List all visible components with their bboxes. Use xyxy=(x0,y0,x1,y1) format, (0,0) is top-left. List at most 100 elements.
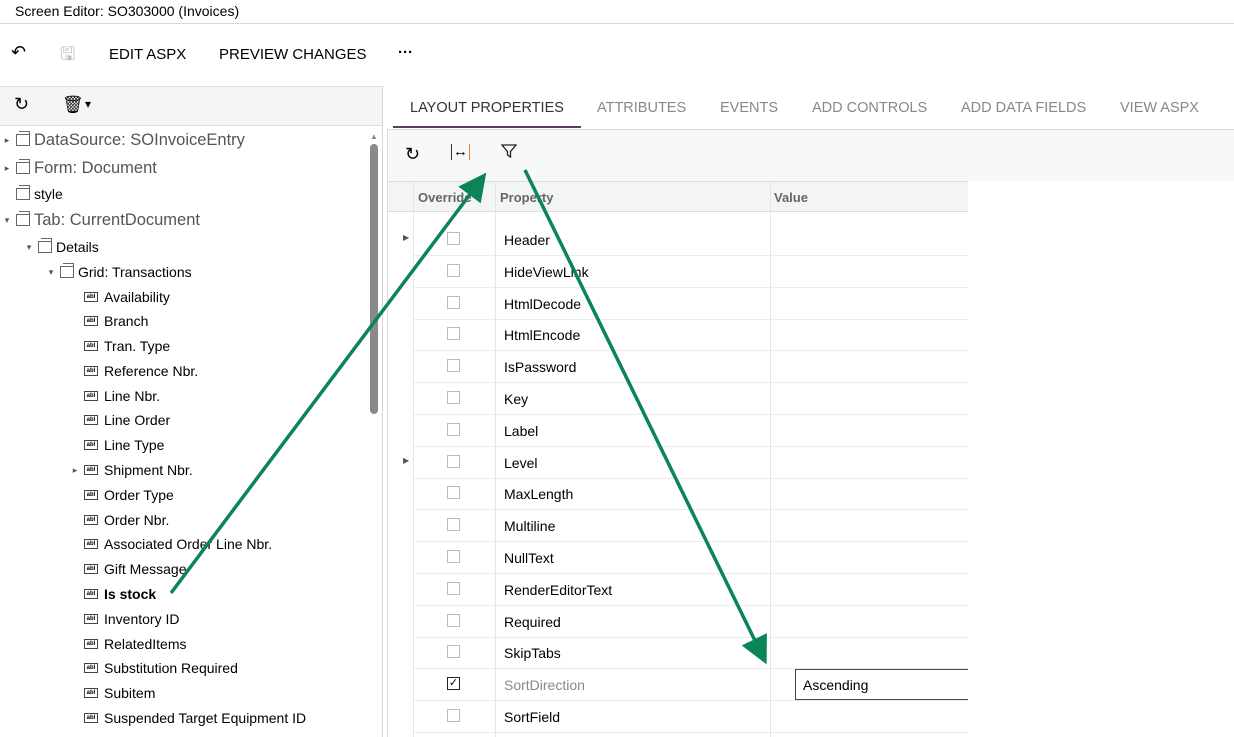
container-icon xyxy=(16,211,30,226)
override-checkbox[interactable] xyxy=(447,232,460,245)
tree-item[interactable]: abl RelatedItems xyxy=(70,632,186,656)
tree-scrollbar[interactable] xyxy=(370,144,378,414)
expand-toggle-icon[interactable]: ▾ xyxy=(4,214,10,225)
field-icon: abl xyxy=(84,366,98,376)
delete-dropdown-icon[interactable]: ▾ xyxy=(85,97,92,111)
grid-row[interactable]: Required xyxy=(413,606,968,638)
property-name: SortDirection xyxy=(504,677,585,694)
override-checkbox[interactable] xyxy=(447,518,460,532)
save-icon[interactable]: 🖫 xyxy=(60,44,76,64)
override-checkbox[interactable] xyxy=(447,295,460,309)
override-checkbox[interactable] xyxy=(447,327,460,341)
expand-toggle-icon[interactable]: ▾ xyxy=(48,266,54,277)
grid-row[interactable]: HtmlEncode xyxy=(413,319,968,352)
tree-item[interactable]: abl Line Nbr. xyxy=(70,384,160,408)
grid-row[interactable]: Multiline xyxy=(413,510,968,543)
tree-item-label: Shipment Nbr. xyxy=(104,462,193,478)
tree-item[interactable]: abl Line Order xyxy=(70,408,170,432)
tab-add-data-fields[interactable]: ADD DATA FIELDS xyxy=(961,100,1087,116)
column-header-value[interactable]: Value xyxy=(774,190,808,205)
override-checkbox[interactable] xyxy=(447,709,460,722)
tree-item[interactable]: ▸ Form: Document xyxy=(2,156,157,180)
more-button[interactable]: ··· xyxy=(398,44,413,61)
tab-attributes[interactable]: ATTRIBUTES xyxy=(597,100,687,116)
field-icon: abl xyxy=(84,292,98,302)
grid-row[interactable]: HtmlDecode xyxy=(413,288,968,320)
tree-toolbar: ↻ 🗑 ▾ xyxy=(0,86,382,126)
tree-item[interactable]: abl Subitem xyxy=(70,681,155,705)
tree-item[interactable]: abl Availability xyxy=(70,285,170,309)
grid-row[interactable]: ▶ Header xyxy=(403,224,968,256)
override-checkbox[interactable] xyxy=(447,263,460,277)
value-select[interactable]: Ascending⌄ xyxy=(795,669,968,701)
scroll-up-icon[interactable]: ▲ xyxy=(370,132,378,141)
override-checkbox[interactable] xyxy=(447,391,460,404)
filter-icon[interactable] xyxy=(500,143,518,164)
undo-icon[interactable]: ↶ xyxy=(11,42,27,62)
field-icon: abl xyxy=(84,589,98,599)
grid-row[interactable]: Label xyxy=(413,415,968,447)
tree-item[interactable]: abl Order Type xyxy=(70,483,174,507)
grid-row[interactable]: SkipTabs xyxy=(413,637,968,670)
tree-item[interactable]: abl Line Type xyxy=(70,433,164,457)
grid-row[interactable]: RenderEditorText xyxy=(413,574,968,606)
grid-row[interactable]: ✓ SortDirection Ascending⌄ xyxy=(413,669,968,702)
tree-item[interactable]: abl Inventory ID xyxy=(70,607,179,631)
tree-item[interactable]: ▸ abl Shipment Nbr. xyxy=(70,458,193,482)
column-header-override[interactable]: Override xyxy=(418,190,472,205)
column-header-property[interactable]: Property xyxy=(500,190,554,205)
refresh-icon[interactable]: ↻ xyxy=(405,144,421,164)
tree-item[interactable]: abl Order Nbr. xyxy=(70,508,169,532)
tab-view-aspx[interactable]: VIEW ASPX xyxy=(1120,100,1199,116)
property-name: Required xyxy=(504,613,561,630)
tab-add-controls[interactable]: ADD CONTROLS xyxy=(812,100,928,116)
tree-item[interactable]: abl Tran. Type xyxy=(70,334,170,358)
tab-layout-properties[interactable]: LAYOUT PROPERTIES xyxy=(393,90,581,128)
tree-item[interactable]: abl Is stock xyxy=(70,582,156,606)
tree-item[interactable]: ▸ DataSource: SOInvoiceEntry xyxy=(2,128,245,152)
container-icon xyxy=(16,131,30,146)
grid-row[interactable]: MaxLength xyxy=(413,478,968,511)
tree-item[interactable]: abl Gift Message xyxy=(70,557,186,581)
override-checkbox[interactable] xyxy=(447,359,460,373)
tree-item-label: Reference Nbr. xyxy=(104,363,199,379)
expand-toggle-icon[interactable]: ▸ xyxy=(4,162,10,173)
grid-header: Override Property Value xyxy=(388,181,968,212)
grid-row[interactable]: Key xyxy=(413,383,968,415)
tree-item[interactable]: ▾ Details xyxy=(24,235,99,259)
grid-row[interactable]: NullText xyxy=(413,542,968,574)
expand-row-icon[interactable]: ▶ xyxy=(403,455,410,465)
tab-events[interactable]: EVENTS xyxy=(720,100,779,116)
expand-toggle-icon[interactable]: ▸ xyxy=(72,464,78,475)
expand-row-icon[interactable]: ▶ xyxy=(403,233,410,242)
tree-item-label: Grid: Transactions xyxy=(78,264,192,280)
tree-item[interactable]: style xyxy=(2,182,63,206)
tree-item[interactable]: abl Reference Nbr. xyxy=(70,359,198,383)
tree-item[interactable]: abl Substitution Required xyxy=(70,656,238,680)
override-checkbox[interactable] xyxy=(447,454,460,468)
grid-row[interactable]: IsPassword xyxy=(413,351,968,384)
refresh-icon[interactable]: ↻ xyxy=(14,94,30,114)
edit-aspx-button[interactable]: EDIT ASPX xyxy=(109,46,187,63)
grid-row[interactable]: ▶ Level xyxy=(403,447,968,479)
expand-toggle-icon[interactable]: ▸ xyxy=(4,134,10,145)
grid-row[interactable]: HideViewLink xyxy=(413,256,968,288)
override-checkbox[interactable] xyxy=(447,422,460,436)
expand-toggle-icon[interactable]: ▾ xyxy=(26,241,32,252)
override-checkbox[interactable]: ✓ xyxy=(447,677,460,691)
override-checkbox[interactable] xyxy=(447,645,460,659)
override-checkbox[interactable] xyxy=(447,486,460,500)
tree-item[interactable]: ▾ Tab: CurrentDocument xyxy=(2,208,200,232)
fit-columns-icon[interactable]: ↔ xyxy=(451,143,470,160)
tree-item[interactable]: abl Branch xyxy=(70,309,148,333)
tree-item[interactable]: ▾ Grid: Transactions xyxy=(46,260,192,284)
tree-item[interactable]: abl Suspended Target Equipment ID xyxy=(70,706,306,730)
tree-item[interactable]: abl Associated Order Line Nbr. xyxy=(70,532,272,556)
field-icon: abl xyxy=(84,614,98,624)
grid-row[interactable]: SortField xyxy=(413,701,968,733)
trash-icon[interactable]: 🗑 xyxy=(62,95,84,114)
override-checkbox[interactable] xyxy=(447,613,460,627)
preview-changes-button[interactable]: PREVIEW CHANGES xyxy=(219,46,367,63)
override-checkbox[interactable] xyxy=(447,550,460,563)
override-checkbox[interactable] xyxy=(447,581,460,595)
